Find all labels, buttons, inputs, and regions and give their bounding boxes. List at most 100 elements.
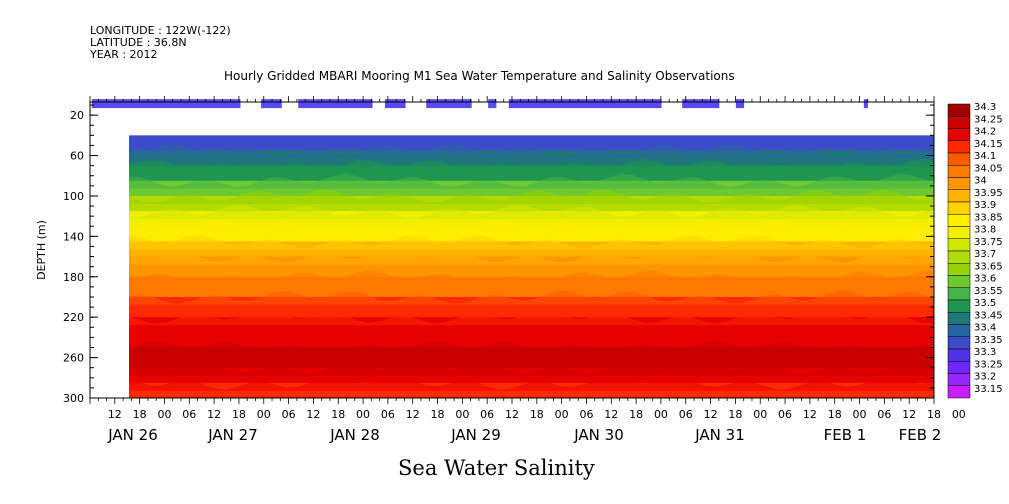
colorbar-label: 34.15 <box>974 139 1003 150</box>
x-tick-label: 00 <box>654 408 668 421</box>
salinity-contour <box>129 290 934 305</box>
colorbar-swatch <box>947 373 971 386</box>
colorbar-label: 34.1 <box>974 151 996 162</box>
salinity-contour <box>129 219 934 235</box>
colorbar-swatch <box>947 250 971 264</box>
surface-data-bar <box>261 99 282 109</box>
surface-data-bar <box>863 99 868 109</box>
y-tick-label: 140 <box>63 230 84 243</box>
x-tick-label: 06 <box>381 408 395 421</box>
salinity-contour <box>129 325 934 341</box>
surface-data-bar <box>735 99 745 109</box>
y-tick-label: 100 <box>63 190 84 203</box>
chart-title: Hourly Gridded MBARI Mooring M1 Sea Wate… <box>224 69 735 83</box>
salinity-contour <box>129 310 934 326</box>
x-tick-label: 12 <box>604 408 618 421</box>
colorbar-label: 34.05 <box>974 163 1003 174</box>
surface-data-bar <box>384 99 406 109</box>
x-day-label: JAN 26 <box>107 426 158 444</box>
salinity-contour <box>129 360 934 376</box>
y-tick-label: 260 <box>63 352 84 365</box>
colorbar-swatch <box>947 299 971 313</box>
x-axis-title: Sea Water Salinity <box>398 456 595 480</box>
colorbar-swatch <box>947 214 971 227</box>
x-tick-label: 06 <box>679 408 693 421</box>
colorbar-swatch <box>947 238 971 252</box>
x-tick-label: 06 <box>579 408 593 421</box>
colorbar-swatch <box>947 103 971 117</box>
x-tick-label: 12 <box>505 408 519 421</box>
colorbar-label: 33.5 <box>974 298 996 309</box>
x-day-label: JAN 28 <box>329 426 380 444</box>
x-tick-label: 18 <box>629 408 643 421</box>
latitude-label: LATITUDE : 36.8N <box>90 36 187 49</box>
x-tick-label: 18 <box>431 408 445 421</box>
colorbar-swatch <box>947 275 971 288</box>
salinity-contour <box>129 249 934 265</box>
surface-data-bar <box>91 99 241 109</box>
x-tick-label: 12 <box>306 408 320 421</box>
surface-data-bar <box>488 99 497 109</box>
salinity-contour <box>129 269 934 285</box>
x-tick-label: 00 <box>753 408 767 421</box>
x-tick-label: 00 <box>952 408 966 421</box>
colorbar-swatch <box>947 152 971 166</box>
colorbar-swatch <box>947 324 971 337</box>
colorbar-label: 33.45 <box>974 310 1003 321</box>
x-tick-label: 18 <box>133 408 147 421</box>
x-day-label: JAN 30 <box>573 426 624 444</box>
x-tick-label: 06 <box>778 408 792 421</box>
colorbar-label: 33.55 <box>974 286 1003 297</box>
salinity-contour <box>129 143 934 159</box>
surface-data-bar <box>508 99 662 109</box>
colorbar-swatch <box>947 201 971 215</box>
salinity-contour <box>129 340 934 356</box>
colorbar-label: 33.35 <box>974 335 1003 346</box>
x-tick-label: 00 <box>257 408 271 421</box>
x-tick-label: 06 <box>877 408 891 421</box>
x-day-label: JAN 29 <box>450 426 501 444</box>
colorbar-label: 33.65 <box>974 261 1003 272</box>
x-tick-label: 12 <box>803 408 817 421</box>
x-tick-label: 12 <box>406 408 420 421</box>
y-tick-label: 60 <box>70 150 84 163</box>
salinity-contour <box>129 376 934 391</box>
x-tick-label: 18 <box>828 408 842 421</box>
x-tick-label: 06 <box>480 408 494 421</box>
y-axis-title: DEPTH (m) <box>35 220 48 280</box>
colorbar-label: 33.6 <box>974 274 996 285</box>
longitude-label: LONGITUDE : 122W(-122) <box>90 24 231 37</box>
x-tick-label: 12 <box>902 408 916 421</box>
colorbar-label: 33.4 <box>974 323 996 334</box>
x-tick-label: 12 <box>207 408 221 421</box>
x-tick-label: 00 <box>853 408 867 421</box>
x-tick-label: 18 <box>728 408 742 421</box>
surface-data-bar <box>682 99 720 109</box>
x-tick-label: 00 <box>555 408 569 421</box>
y-tick-label: 180 <box>63 271 84 284</box>
colorbar-label: 34.2 <box>974 127 996 138</box>
x-tick-label: 06 <box>282 408 296 421</box>
colorbar-label: 33.3 <box>974 347 996 358</box>
colorbar-swatch <box>947 361 971 374</box>
x-tick-label: 06 <box>182 408 196 421</box>
x-tick-label: 12 <box>704 408 718 421</box>
x-tick-label: 12 <box>108 408 122 421</box>
colorbar-swatch <box>947 336 971 350</box>
colorbar-label: 33.9 <box>974 200 996 211</box>
colorbar-swatch <box>947 348 971 362</box>
x-tick-label: 18 <box>530 408 544 421</box>
colorbar-label: 33.7 <box>974 249 996 260</box>
x-tick-label: 00 <box>157 408 171 421</box>
colorbar-swatch <box>947 287 971 301</box>
y-tick-label: 300 <box>63 392 84 405</box>
y-tick-label: 220 <box>63 311 84 324</box>
colorbar-swatch <box>947 128 971 141</box>
colorbar-label: 33.8 <box>974 225 996 236</box>
colorbar-label: 33.2 <box>974 372 996 383</box>
x-day-label: FEB 1 <box>824 426 867 444</box>
salinity-contour <box>129 235 934 250</box>
colorbar-swatch <box>947 263 971 276</box>
